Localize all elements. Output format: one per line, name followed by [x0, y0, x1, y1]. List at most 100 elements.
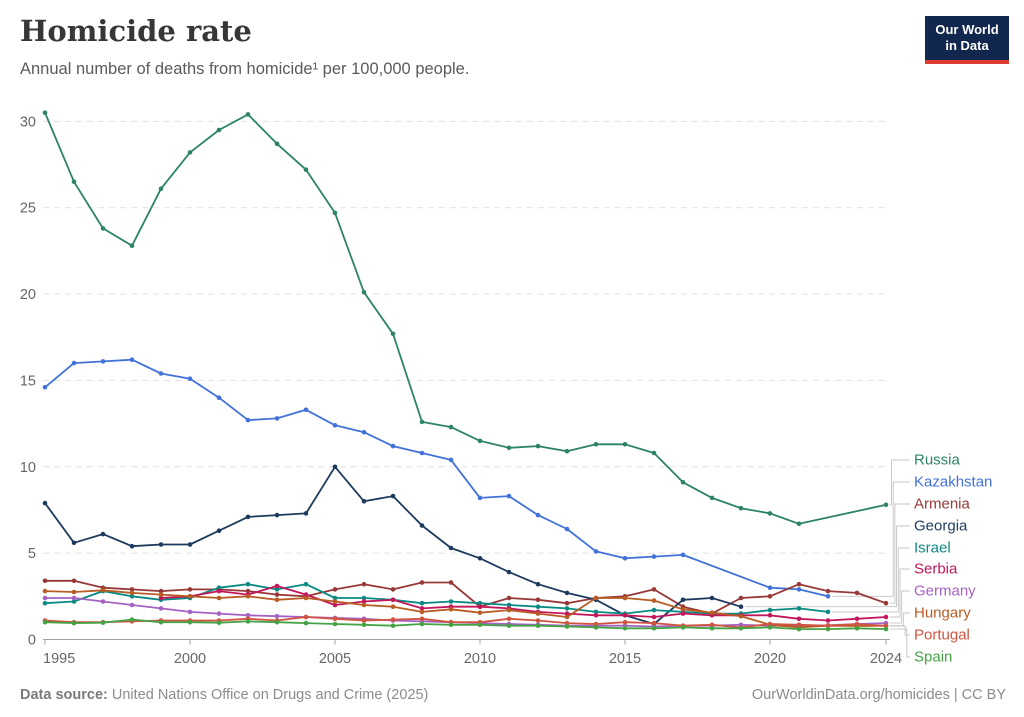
- data-point[interactable]: [535, 618, 541, 623]
- data-point[interactable]: [535, 611, 541, 616]
- data-point[interactable]: [361, 581, 367, 587]
- data-point[interactable]: [216, 620, 222, 625]
- data-point[interactable]: [390, 597, 396, 603]
- data-point[interactable]: [42, 500, 48, 506]
- data-point[interactable]: [303, 592, 309, 597]
- data-point[interactable]: [506, 569, 512, 575]
- data-point[interactable]: [332, 423, 338, 428]
- data-point[interactable]: [303, 620, 309, 626]
- data-point[interactable]: [332, 602, 338, 608]
- data-point[interactable]: [593, 613, 599, 618]
- data-point[interactable]: [158, 595, 164, 601]
- data-point[interactable]: [709, 626, 715, 631]
- data-point[interactable]: [42, 595, 48, 601]
- data-point[interactable]: [129, 357, 135, 363]
- data-point[interactable]: [187, 619, 193, 625]
- data-point[interactable]: [883, 600, 889, 606]
- data-point[interactable]: [448, 607, 454, 612]
- data-point[interactable]: [854, 626, 860, 631]
- data-point[interactable]: [883, 614, 889, 620]
- data-point[interactable]: [564, 611, 570, 616]
- data-point[interactable]: [709, 495, 715, 501]
- data-point[interactable]: [361, 429, 367, 435]
- data-point[interactable]: [158, 371, 164, 376]
- data-point[interactable]: [158, 186, 164, 191]
- data-point[interactable]: [738, 505, 744, 511]
- data-point[interactable]: [303, 511, 309, 516]
- data-point[interactable]: [593, 549, 599, 554]
- data-point[interactable]: [71, 599, 77, 604]
- data-point[interactable]: [187, 376, 193, 382]
- data-point[interactable]: [332, 595, 338, 601]
- data-point[interactable]: [854, 590, 860, 596]
- data-point[interactable]: [680, 607, 686, 612]
- data-point[interactable]: [796, 616, 802, 622]
- data-point[interactable]: [448, 622, 454, 628]
- data-point[interactable]: [825, 609, 831, 615]
- legend-item-georgia[interactable]: Georgia: [914, 517, 968, 535]
- data-point[interactable]: [274, 141, 280, 147]
- data-point[interactable]: [506, 623, 512, 628]
- data-point[interactable]: [419, 616, 425, 622]
- data-point[interactable]: [622, 556, 628, 561]
- data-point[interactable]: [767, 511, 773, 516]
- series-line-serbia[interactable]: [160, 585, 887, 622]
- data-point[interactable]: [71, 589, 77, 595]
- series-line-spain[interactable]: [44, 618, 887, 630]
- legend-item-kazakhstan[interactable]: Kazakhstan: [914, 473, 993, 491]
- data-point[interactable]: [477, 600, 483, 606]
- legend-item-germany[interactable]: Germany: [914, 582, 976, 600]
- data-point[interactable]: [419, 600, 425, 606]
- data-point[interactable]: [390, 604, 396, 609]
- data-point[interactable]: [825, 594, 831, 599]
- data-point[interactable]: [680, 597, 686, 603]
- data-point[interactable]: [361, 602, 367, 608]
- data-point[interactable]: [332, 599, 338, 604]
- data-point[interactable]: [303, 407, 309, 413]
- data-point[interactable]: [245, 594, 251, 599]
- data-point[interactable]: [332, 616, 338, 622]
- data-point[interactable]: [303, 614, 309, 620]
- data-point[interactable]: [506, 616, 512, 622]
- data-point[interactable]: [651, 554, 657, 559]
- legend-item-serbia[interactable]: Serbia: [914, 560, 958, 578]
- data-point[interactable]: [738, 595, 744, 601]
- data-point[interactable]: [71, 595, 77, 601]
- data-point[interactable]: [42, 588, 48, 594]
- data-point[interactable]: [564, 600, 570, 606]
- data-point[interactable]: [593, 609, 599, 615]
- data-point[interactable]: [71, 620, 77, 626]
- data-point[interactable]: [390, 617, 396, 622]
- data-point[interactable]: [129, 587, 135, 592]
- data-point[interactable]: [274, 597, 280, 603]
- data-point[interactable]: [129, 617, 135, 622]
- data-point[interactable]: [738, 626, 744, 631]
- data-point[interactable]: [680, 611, 686, 616]
- data-point[interactable]: [419, 609, 425, 615]
- data-point[interactable]: [332, 621, 338, 627]
- data-point[interactable]: [42, 385, 48, 390]
- data-point[interactable]: [767, 585, 773, 590]
- data-point[interactable]: [361, 290, 367, 295]
- data-point[interactable]: [796, 626, 802, 632]
- data-point[interactable]: [767, 613, 773, 618]
- data-point[interactable]: [680, 552, 686, 558]
- data-point[interactable]: [100, 531, 106, 537]
- data-point[interactable]: [303, 595, 309, 601]
- data-point[interactable]: [564, 448, 570, 454]
- data-point[interactable]: [535, 597, 541, 603]
- data-point[interactable]: [564, 624, 570, 629]
- data-point[interactable]: [535, 623, 541, 628]
- data-point[interactable]: [593, 442, 599, 447]
- data-point[interactable]: [274, 619, 280, 625]
- data-point[interactable]: [854, 616, 860, 622]
- data-point[interactable]: [825, 623, 831, 628]
- data-point[interactable]: [448, 424, 454, 430]
- data-point[interactable]: [825, 618, 831, 623]
- data-point[interactable]: [158, 592, 164, 597]
- data-point[interactable]: [390, 443, 396, 449]
- data-point[interactable]: [651, 620, 657, 626]
- data-point[interactable]: [245, 588, 251, 594]
- data-point[interactable]: [42, 600, 48, 606]
- data-point[interactable]: [593, 625, 599, 630]
